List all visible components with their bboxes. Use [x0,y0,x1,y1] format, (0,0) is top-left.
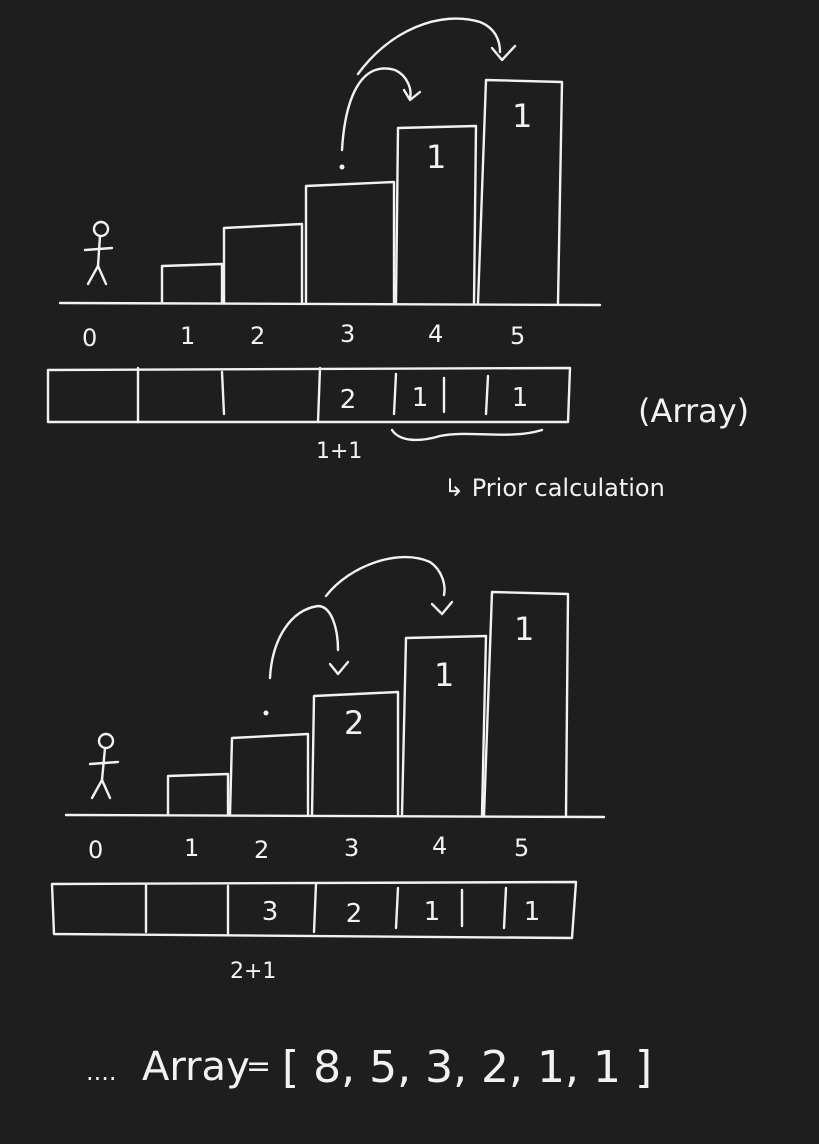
array-cell-values: 3 2 1 1 [262,897,541,929]
result-label: Array [142,1044,250,1090]
jump-arrows [340,17,517,152]
result-line: .... Array = [ 8, 5, 3, 2, 1, 1 ] [86,1042,652,1093]
dp-array [46,366,572,424]
array-cell-values: 2 1 1 [340,383,529,415]
array-cell: 1 [424,897,441,927]
stair-label: 1 [180,322,195,350]
stair-label: 3 [340,320,355,348]
stair-step-3 [304,180,396,305]
diagram-2: 0 1 2 3 4 5 2 1 1 3 2 1 1 2+1 [50,555,606,984]
array-cell: 2 [346,899,363,929]
stair-label: 0 [88,836,103,864]
array-cell: 2 [340,385,357,415]
diagram-1: 0 1 2 3 4 5 1 1 2 1 1 1+1 [46,17,749,502]
arrow-head-icon [402,88,422,102]
stair-step-5 [476,78,564,305]
stair-label: 5 [510,322,525,350]
stair-label: 5 [514,834,529,862]
jump-arrow-2-to-3 [268,604,340,680]
stair-step-2 [222,222,304,305]
jump-arrows [268,555,454,680]
stick-figure-icon [83,220,114,286]
stair-labels: 0 1 2 3 4 5 [88,832,529,864]
array-cell: 1 [524,897,541,927]
staircase [166,590,570,817]
stair-value: 1 [426,138,446,176]
stair-label: 0 [82,324,97,352]
jump-arrow-3-to-4 [340,67,412,152]
array-cell: 1 [412,383,429,413]
prior-brace [390,428,544,442]
staircase [160,78,564,305]
stair-value: 1 [514,610,534,648]
stair-label: 4 [432,832,447,860]
start-dot-icon [339,164,345,170]
array-cell: 3 [262,897,279,927]
stick-figure-icon [88,732,120,800]
prior-calculation-note: ↳ Prior calculation [444,474,665,502]
result-equals: = [246,1049,271,1084]
ground-line [58,301,602,307]
ground-line [64,813,606,819]
arrow-head-icon [328,660,350,676]
stair-step-2 [228,732,310,817]
stair-label: 3 [344,834,359,862]
sum-note: 1+1 [316,439,362,464]
array-note: (Array) [638,392,749,430]
stair-step-4 [394,124,478,305]
stair-value: 1 [434,656,454,694]
start-dot-icon [263,710,269,716]
array-cell: 1 [512,383,529,413]
result-array-values: [ 8, 5, 3, 2, 1, 1 ] [282,1042,652,1093]
result-prefix: .... [86,1058,117,1086]
stair-labels: 0 1 2 3 4 5 [82,320,525,352]
stair-step-5 [482,590,570,817]
stair-value: 1 [512,97,532,135]
stair-label: 2 [250,322,265,350]
stair-label: 4 [428,320,443,348]
sum-note: 2+1 [230,959,276,984]
stair-label: 1 [184,834,199,862]
stair-step-4 [400,634,488,817]
stair-step-3 [310,690,400,817]
stair-step-1 [166,772,230,817]
jump-arrow-2-to-4 [324,555,446,598]
stair-value: 2 [344,704,364,742]
jump-arrow-3-to-5 [356,17,502,76]
arrow-head-icon [430,600,454,616]
stair-step-1 [160,262,224,305]
stair-label: 2 [254,836,269,864]
dp-array [50,880,578,940]
arrow-head-icon [490,44,517,62]
